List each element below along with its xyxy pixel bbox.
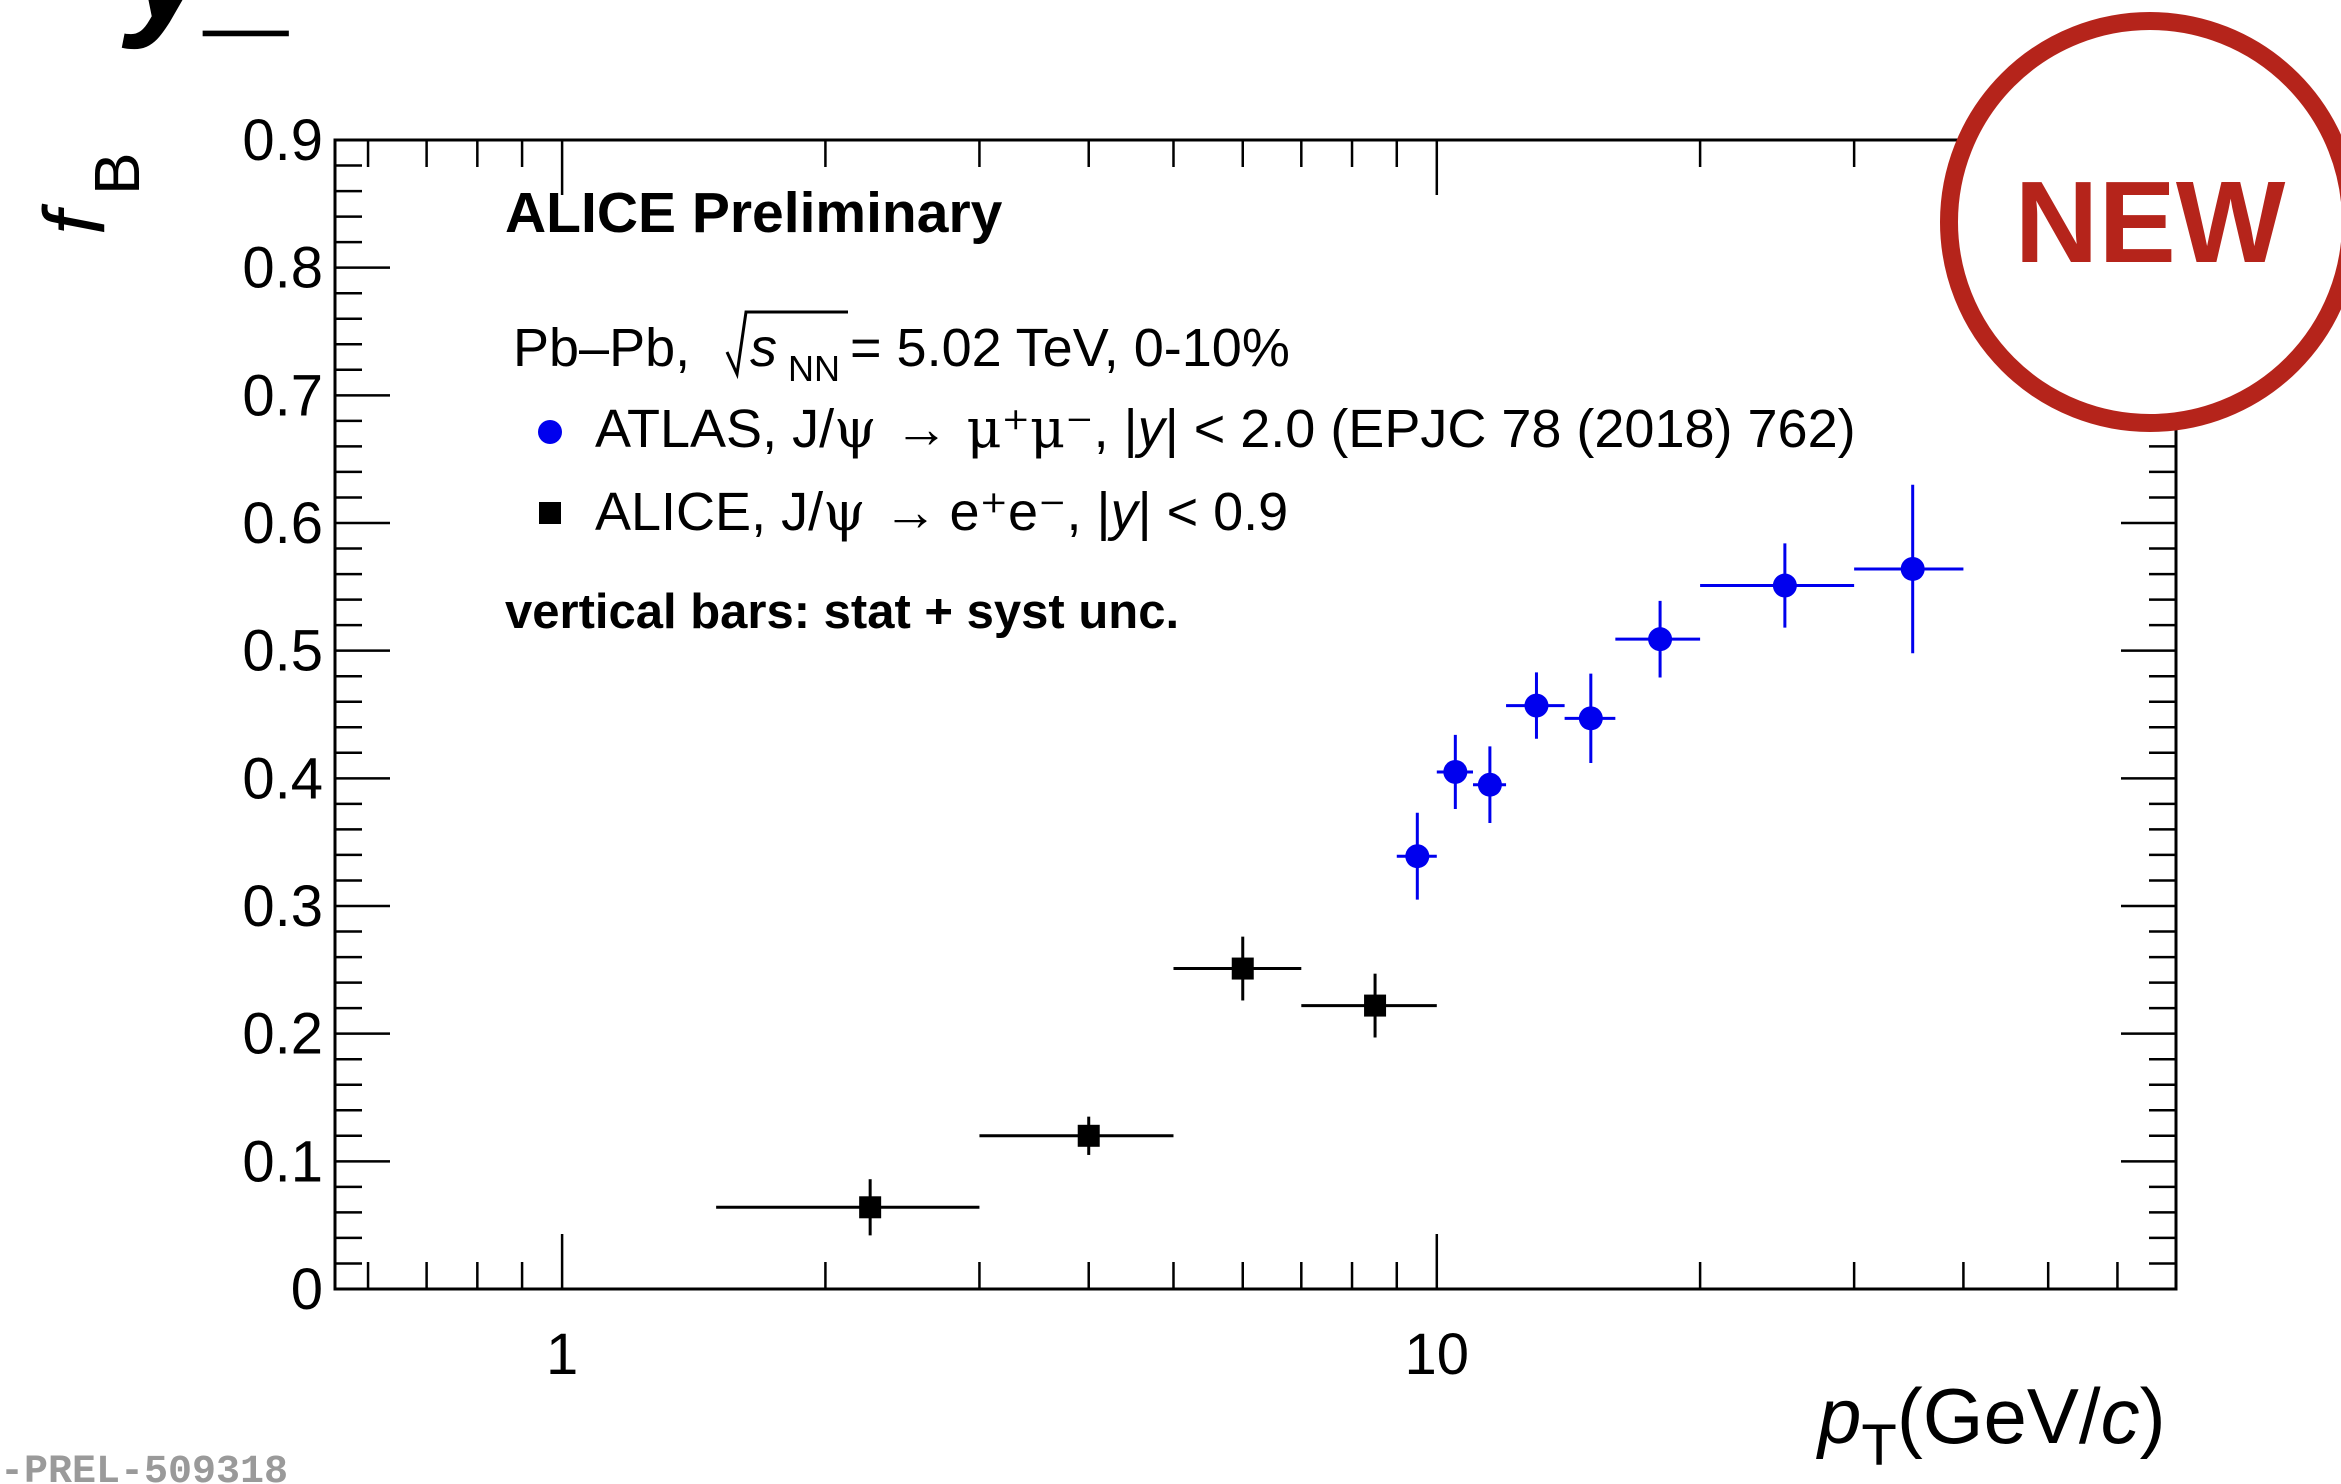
x-tick-labels: 1 10 bbox=[546, 1322, 1469, 1387]
system-prefix: Pb–Pb, bbox=[513, 318, 690, 378]
y-axis-label-sub: B bbox=[81, 152, 153, 195]
y-tick-label: 0.4 bbox=[242, 746, 323, 811]
y-tick-label: 0.6 bbox=[242, 491, 323, 556]
series-atlas bbox=[1396, 484, 1964, 900]
legend-atlas-cut-pre: , | bbox=[1094, 399, 1138, 459]
new-badge-label: NEW bbox=[2015, 157, 2286, 287]
y-tick-label: 0 bbox=[291, 1257, 323, 1322]
data-point bbox=[1077, 1124, 1100, 1147]
preliminary-id: -PREL-509318 bbox=[0, 1450, 288, 1484]
legend-alice-cut-pre: , | bbox=[1067, 482, 1111, 542]
legend-atlas-psi: ψ bbox=[834, 397, 876, 460]
x-axis-label-sub: T bbox=[1861, 1413, 1896, 1478]
y-axis-label: f B bbox=[27, 152, 153, 235]
y-tick-label: 0.8 bbox=[242, 236, 323, 301]
legend-atlas-prefix: ATLAS, J/ bbox=[595, 399, 834, 459]
x-axis-label-unit-close: ) bbox=[2140, 1372, 2166, 1460]
data-point bbox=[1648, 627, 1673, 652]
y-tick-label: 0.3 bbox=[242, 874, 323, 939]
axes bbox=[333, 138, 2178, 1291]
y-tick-label: 0.7 bbox=[242, 363, 323, 428]
collision-system: Pb–Pb, s NN = 5.02 TeV, 0-10% bbox=[513, 310, 1290, 389]
plot-frame bbox=[333, 138, 2178, 1291]
x-tick-label: 10 bbox=[1405, 1322, 1470, 1387]
y-axis-label-var: f bbox=[27, 203, 123, 235]
legend-marker-alice bbox=[539, 502, 561, 524]
x-tick-label: 1 bbox=[546, 1322, 578, 1387]
legend-atlas-cut-post: | < 2.0 (EPJC 78 (2018) 762) bbox=[1165, 399, 1856, 459]
y-tick-label: 0.1 bbox=[242, 1129, 323, 1194]
y-tick-labels: 0 0.1 0.2 0.3 0.4 0.5 0.6 0.7 0.8 0.9 bbox=[242, 108, 323, 1322]
new-badge-ring bbox=[1940, 12, 2341, 432]
sqrt-sign bbox=[725, 310, 848, 380]
data-point bbox=[1231, 957, 1254, 980]
sqrt-sub: NN bbox=[788, 348, 840, 389]
legend-atlas-y: y bbox=[1134, 399, 1168, 459]
legend-alice-y: y bbox=[1107, 482, 1141, 542]
data-point bbox=[1405, 844, 1430, 869]
legend-alice-cut-post: | < 0.9 bbox=[1138, 482, 1289, 542]
legend-atlas-products: μ⁺μ⁻ bbox=[966, 397, 1093, 460]
x-axis-label-unit-open: (GeV/ bbox=[1897, 1372, 2101, 1460]
chart-title: ALICE Preliminary bbox=[505, 181, 1003, 245]
system-suffix: = 5.02 TeV, 0-10% bbox=[850, 318, 1290, 378]
data-point bbox=[1524, 693, 1549, 718]
legend-atlas-arrow: → bbox=[894, 399, 948, 459]
x-axis-label-var: p bbox=[1816, 1372, 1861, 1460]
legend-label-atlas: ATLAS, J/ψ → μ⁺μ⁻, |y| < 2.0 (EPJC 78 (201… bbox=[595, 397, 1856, 460]
data-point bbox=[1900, 556, 1925, 581]
legend-alice-products: e⁺e⁻ bbox=[949, 482, 1066, 542]
data-point bbox=[1772, 573, 1797, 598]
legend-alice-prefix: ALICE, J/ bbox=[595, 482, 823, 542]
y-tick-label: 0.9 bbox=[242, 108, 323, 173]
data-point bbox=[1443, 759, 1468, 784]
legend: ATLAS, J/ψ → μ⁺μ⁻, |y| < 2.0 (EPJC 78 (201… bbox=[538, 397, 1856, 543]
y-tick-label: 0.2 bbox=[242, 1002, 323, 1067]
data-point bbox=[1364, 994, 1387, 1017]
x-axis-label: pT(GeV/c) bbox=[1816, 1372, 2166, 1478]
legend-label-alice: ALICE, J/ψ → e⁺e⁻, |y| < 0.9 bbox=[595, 480, 1288, 543]
data-point bbox=[859, 1196, 882, 1219]
new-badge: NEW bbox=[1940, 12, 2341, 432]
top-partial-text: y_ bbox=[121, 0, 295, 50]
x-axis-label-unit-c: c bbox=[2101, 1372, 2140, 1460]
data-series bbox=[716, 484, 1964, 1236]
legend-marker-atlas bbox=[538, 420, 562, 444]
legend-alice-psi: ψ bbox=[823, 480, 865, 543]
sqrt-s: s bbox=[750, 318, 777, 378]
data-point bbox=[1477, 772, 1502, 797]
series-alice bbox=[716, 936, 1437, 1236]
uncertainty-note: vertical bars: stat + syst unc. bbox=[505, 585, 1179, 639]
data-point bbox=[1578, 706, 1603, 731]
y-tick-label: 0.5 bbox=[242, 619, 323, 684]
legend-alice-arrow: → bbox=[883, 482, 937, 542]
